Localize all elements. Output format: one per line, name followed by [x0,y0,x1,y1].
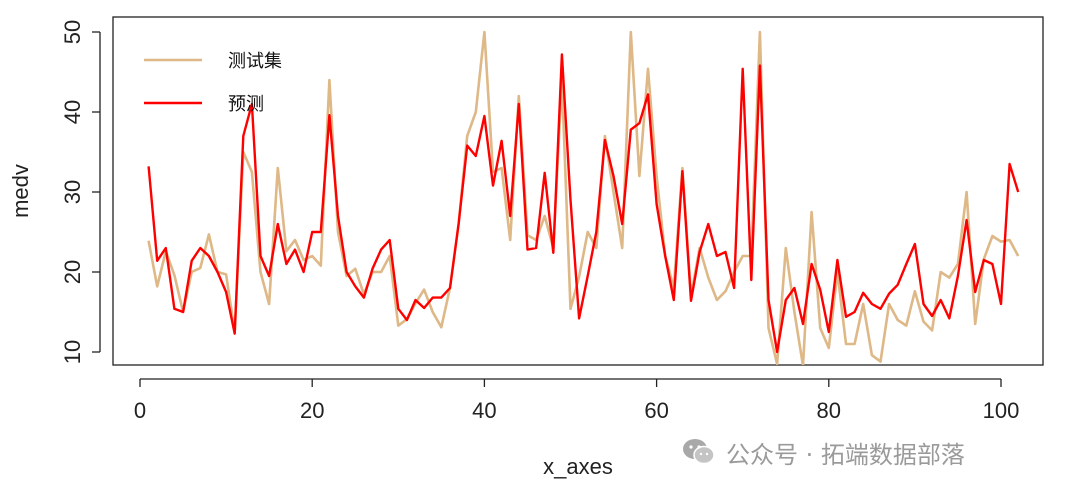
x-tick-label: 100 [983,398,1020,423]
y-tick-label: 40 [60,100,85,124]
x-tick-label: 80 [817,398,841,423]
watermark-text: 公众号 · 拓端数据部落 [726,440,965,469]
y-tick-label: 20 [60,260,85,284]
y-tick-label: 50 [60,20,85,44]
axes: 0 20 40 60 80 100 10 20 30 40 50 [60,20,1019,423]
legend-label: 测试集 [228,51,282,72]
series-line-1 [147,30,1020,365]
series-layer [147,30,1020,365]
y-axis-title: medv [8,164,33,218]
x-tick-label: 60 [644,398,668,423]
y-tick-label: 10 [60,340,85,364]
y-tick-label: 30 [60,180,85,204]
plot-frame [112,16,1044,366]
x-axis-title: x_axes [543,454,613,479]
wechat-icon [683,439,715,465]
x-tick-label: 0 [134,398,146,423]
watermark: 公众号 · 拓端数据部落 [682,432,965,472]
x-tick-label: 20 [300,398,324,423]
x-tick-label: 40 [472,398,496,423]
legend-label: 预测 [228,94,264,115]
series-line-2 [147,53,1020,354]
